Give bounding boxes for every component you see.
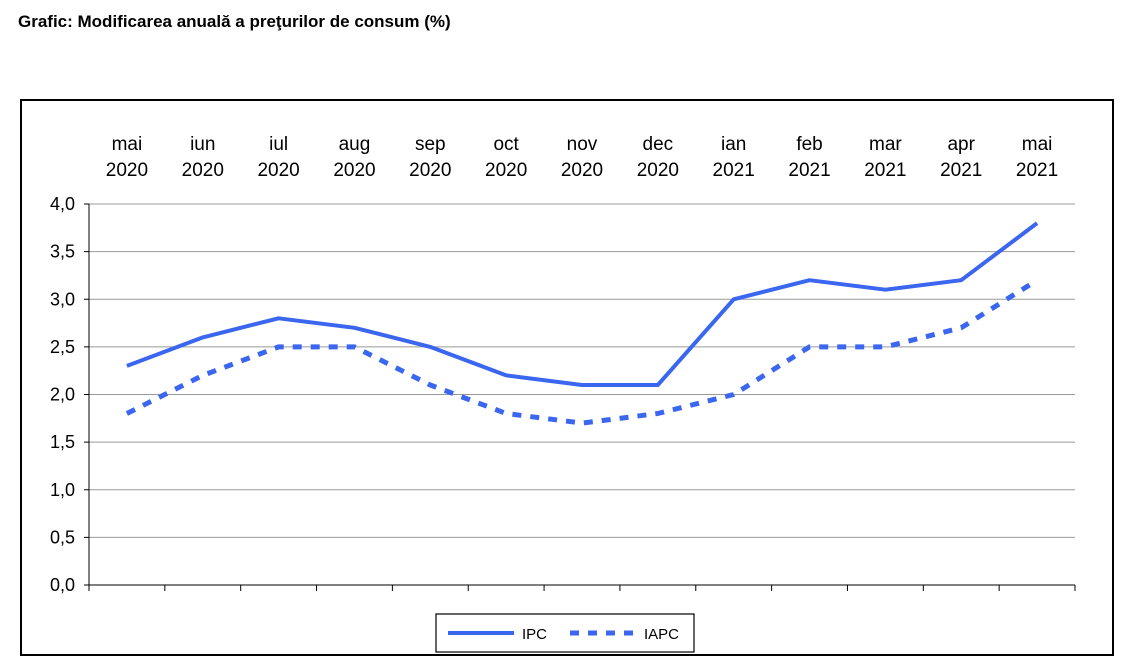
- series-line-ipc: [126, 221, 1039, 387]
- x-tick-label-year: 2020: [257, 160, 299, 181]
- x-tick-label-year: 2021: [864, 160, 906, 181]
- y-tick-label: 1,5: [50, 432, 75, 452]
- legend-label-ipc: IPC: [522, 626, 547, 643]
- x-tick-label-year: 2020: [637, 160, 679, 181]
- y-tick-label: 3,5: [50, 242, 75, 262]
- x-tick-label-month: mai: [112, 134, 143, 155]
- x-tick-label-year: 2020: [485, 160, 527, 181]
- legend-label-iapc: IAPC: [644, 626, 679, 643]
- y-tick-label: 2,0: [50, 385, 75, 405]
- x-tick-label-year: 2020: [106, 160, 148, 181]
- chart-title: Grafic: Modificarea anuală a preţurilor …: [18, 12, 451, 31]
- x-tick-label-month: mai: [1022, 134, 1053, 155]
- x-tick-label-year: 2020: [333, 160, 375, 181]
- x-tick-label-month: feb: [796, 134, 822, 155]
- x-tick-label-month: iun: [190, 134, 215, 155]
- x-tick-label-year: 2021: [940, 160, 982, 181]
- y-tick-label: 2,5: [50, 337, 75, 357]
- x-tick-label-month: oct: [493, 134, 519, 155]
- y-tick-label: 1,0: [50, 480, 75, 500]
- x-tick-label-month: dec: [643, 134, 674, 155]
- x-tick-label-year: 2021: [713, 160, 755, 181]
- x-tick-label-month: sep: [415, 134, 446, 155]
- series-line-iapc: [125, 278, 1039, 426]
- y-tick-label: 0,0: [50, 575, 75, 595]
- y-tick-label: 0,5: [50, 527, 75, 547]
- x-tick-label-month: aug: [339, 134, 371, 155]
- x-tick-label-year: 2020: [561, 160, 603, 181]
- y-tick-label: 3,0: [50, 289, 75, 309]
- x-tick-label-month: ian: [721, 134, 746, 155]
- x-tick-label-year: 2020: [409, 160, 451, 181]
- x-tick-label-month: iul: [269, 134, 288, 155]
- x-tick-label-year: 2021: [788, 160, 830, 181]
- chart-frame: [20, 99, 1114, 656]
- x-tick-label-year: 2021: [1016, 160, 1058, 181]
- x-tick-label-month: nov: [567, 134, 598, 155]
- y-tick-label: 4,0: [50, 194, 75, 214]
- legend: IPC IAPC: [435, 613, 695, 653]
- x-tick-label-month: mar: [869, 134, 902, 155]
- x-tick-label-year: 2020: [182, 160, 224, 181]
- x-tick-label-month: apr: [947, 134, 975, 155]
